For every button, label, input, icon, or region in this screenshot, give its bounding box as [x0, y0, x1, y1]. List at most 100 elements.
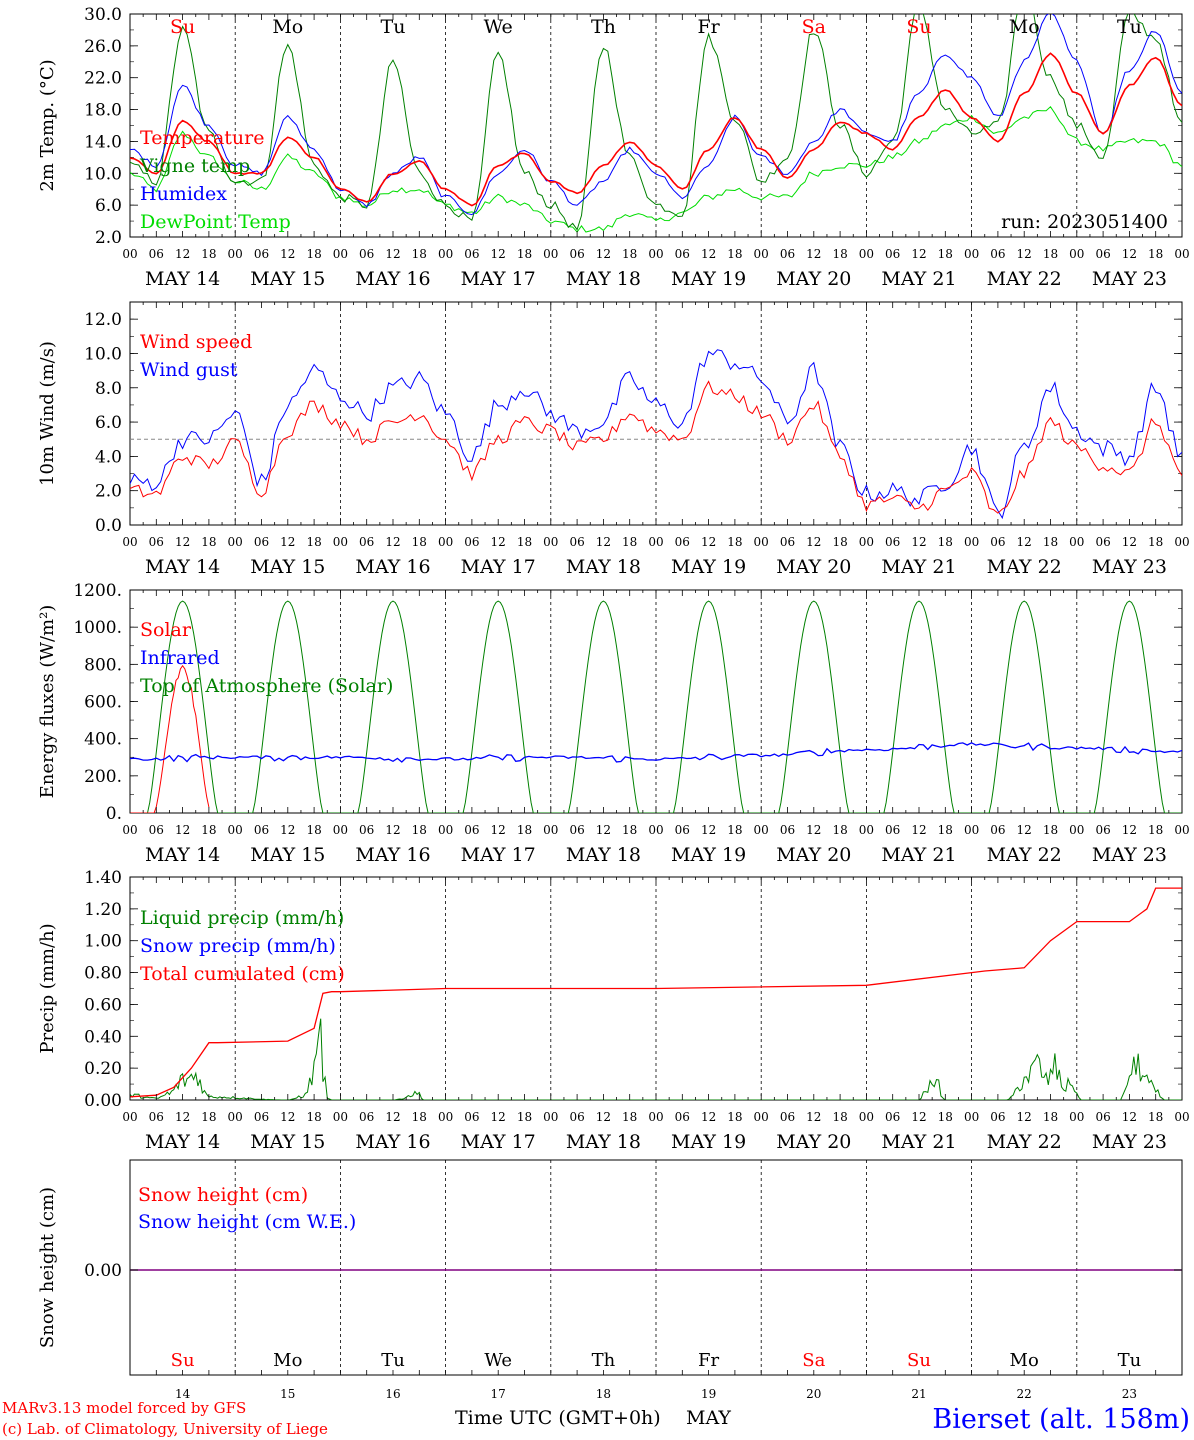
- series-line-wind-speed: [130, 380, 1182, 514]
- date-label: MAY 15: [250, 556, 325, 578]
- hour-tick-label: 06: [359, 823, 374, 837]
- day-abbr-bottom: Su: [171, 1350, 195, 1371]
- hour-tick-label: 00: [754, 535, 769, 549]
- day-number: 15: [280, 1387, 295, 1401]
- hour-tick-label: 18: [412, 823, 427, 837]
- panel-frame: [129, 301, 1183, 526]
- hour-tick-label: 06: [254, 247, 269, 261]
- hour-tick-label: 00: [964, 535, 979, 549]
- hour-tick-label: 18: [832, 823, 847, 837]
- date-label: MAY 14: [145, 844, 220, 866]
- hour-tick-label: 00: [1174, 247, 1189, 261]
- hour-tick-label: 00: [1069, 535, 1084, 549]
- hour-tick-label: 18: [1043, 247, 1058, 261]
- hour-tick-label: 18: [832, 1110, 847, 1124]
- day-abbr-top: Fr: [697, 16, 720, 38]
- hour-tick-label: 18: [727, 823, 742, 837]
- hour-tick-label: 00: [543, 535, 558, 549]
- hour-tick-label: 06: [1095, 535, 1110, 549]
- hour-tick-label: 18: [1043, 1110, 1058, 1124]
- panel-frame: [129, 13, 1183, 238]
- hour-tick-label: 18: [832, 535, 847, 549]
- day-abbr-top: Tu: [381, 16, 406, 38]
- day-number: 21: [911, 1387, 926, 1401]
- date-label: MAY 18: [566, 556, 641, 578]
- series-line-vigne-temp: [130, 14, 1182, 231]
- legend-entry: Total cumulated (cm): [140, 963, 345, 985]
- date-label: MAY 22: [987, 1131, 1062, 1153]
- hour-tick-label: 00: [1069, 1110, 1084, 1124]
- y-tick-label: 2.0: [95, 228, 122, 248]
- hour-tick-label: 00: [964, 247, 979, 261]
- hour-tick-label: 06: [1095, 247, 1110, 261]
- y-axis-label: Energy fluxes (W/m²): [37, 605, 58, 799]
- date-label: MAY 14: [145, 556, 220, 578]
- panel-4: 0.00 0.20 0.40 0.60 0.80 1.00 1.20 1.40 Precip (…: [37, 868, 1190, 1153]
- y-tick-label: 0.60: [84, 995, 122, 1015]
- hour-tick-label: 00: [122, 823, 137, 837]
- hour-tick-label: 12: [491, 535, 506, 549]
- panel-5: 0.00 Snow height (cm) Snow height (cm) Snow…: [37, 1159, 1183, 1401]
- hour-tick-label: 00: [543, 823, 558, 837]
- hour-tick-label: 18: [306, 1110, 321, 1124]
- hour-tick-label: 06: [254, 1110, 269, 1124]
- hour-tick-label: 12: [701, 1110, 716, 1124]
- hour-tick-label: 06: [990, 823, 1005, 837]
- hour-tick-label: 12: [280, 1110, 295, 1124]
- hour-tick-label: 06: [464, 823, 479, 837]
- hour-tick-label: 00: [964, 823, 979, 837]
- hour-tick-label: 00: [1174, 823, 1189, 837]
- hour-tick-label: 00: [754, 823, 769, 837]
- hour-tick-label: 00: [1174, 535, 1189, 549]
- y-tick-label: 26.0: [84, 37, 122, 57]
- legend-entry: Vigne temp: [139, 155, 250, 177]
- hour-tick-label: 06: [359, 1110, 374, 1124]
- y-tick-label: 8.0: [95, 379, 122, 399]
- series-line-solar: [130, 664, 210, 813]
- panel-1: 2.0 6.0 10.0 14.0 18.0 22.0 26.0 30.0 2m Temp. (…: [37, 5, 1190, 290]
- hour-tick-label: 00: [122, 535, 137, 549]
- day-number: 22: [1017, 1387, 1032, 1401]
- hour-tick-label: 12: [280, 823, 295, 837]
- hour-tick-label: 00: [333, 823, 348, 837]
- hour-tick-label: 00: [754, 247, 769, 261]
- hour-tick-label: 12: [385, 823, 400, 837]
- y-axis-label: Precip (mm/h): [37, 923, 58, 1053]
- hour-tick-label: 12: [175, 1110, 190, 1124]
- hour-tick-label: 18: [938, 247, 953, 261]
- legend-entry: Snow height (cm): [138, 1184, 308, 1206]
- hour-tick-label: 12: [1122, 247, 1137, 261]
- hour-tick-label: 12: [911, 247, 926, 261]
- hour-tick-label: 18: [412, 1110, 427, 1124]
- wind-series-group: [130, 349, 1182, 520]
- hour-tick-label: 06: [780, 823, 795, 837]
- day-abbr-bottom: Tu: [381, 1350, 405, 1371]
- hour-tick-label: 12: [701, 823, 716, 837]
- y-tick-label: 0.: [106, 804, 122, 824]
- y-axis-label: 2m Temp. (°C): [37, 59, 58, 191]
- date-label: MAY 20: [776, 844, 851, 866]
- y-tick-label: 1.00: [84, 932, 122, 952]
- hour-tick-label: 18: [306, 535, 321, 549]
- hour-tick-label: 12: [280, 535, 295, 549]
- legend-entry: Solar: [140, 619, 192, 641]
- hour-tick-label: 00: [438, 823, 453, 837]
- hour-tick-label: 18: [1043, 823, 1058, 837]
- hour-tick-label: 12: [385, 535, 400, 549]
- hour-tick-label: 12: [175, 535, 190, 549]
- day-abbr-top: We: [484, 16, 513, 38]
- hour-tick-label: 06: [990, 1110, 1005, 1124]
- hour-tick-label: 06: [675, 823, 690, 837]
- date-label: MAY 14: [145, 268, 220, 290]
- date-label: MAY 18: [566, 1131, 641, 1153]
- hour-tick-label: 00: [648, 535, 663, 549]
- date-label: MAY 20: [776, 1131, 851, 1153]
- hour-tick-label: 18: [201, 823, 216, 837]
- date-label: MAY 19: [671, 1131, 746, 1153]
- date-label: MAY 19: [671, 844, 746, 866]
- hour-tick-label: 12: [175, 823, 190, 837]
- day-abbr-top: Sa: [802, 16, 826, 38]
- date-label: MAY 21: [881, 1131, 956, 1153]
- date-label: MAY 17: [461, 268, 536, 290]
